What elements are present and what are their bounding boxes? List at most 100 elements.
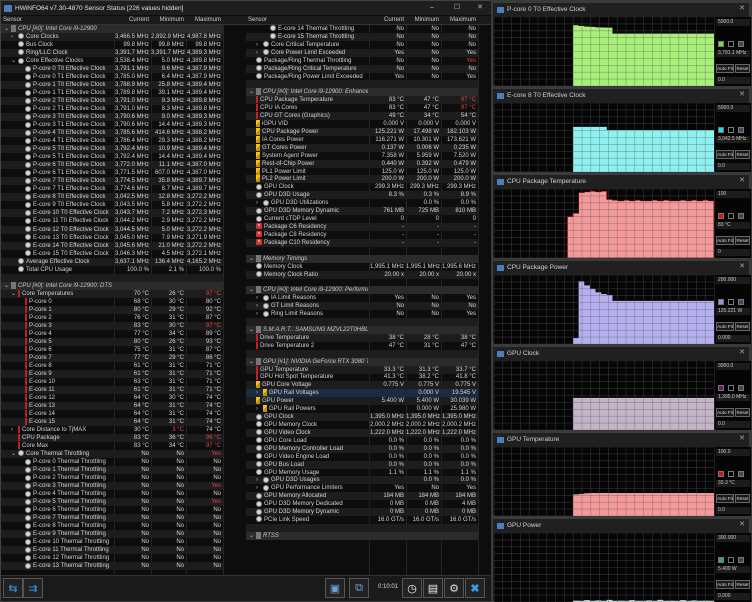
auto-fit-button[interactable]: Auto Fit <box>716 494 734 503</box>
graph-title-bar[interactable]: CPU Package Temperature <box>493 175 749 188</box>
graph-title-bar[interactable]: E-core 8 T0 Effective Clock <box>493 89 749 102</box>
chevron-right-icon[interactable]: › <box>256 311 258 318</box>
sensor-row[interactable]: Current cTDP Level 0 0 0 <box>246 215 478 223</box>
sensor-row[interactable]: E-core 14 T0 Effective Clock 3,045.6 MHz 2… <box>1 241 223 250</box>
chevron-right-icon[interactable]: › <box>11 427 13 434</box>
chevron-right-icon[interactable]: › <box>256 303 258 310</box>
sensor-row[interactable]: Average Effective Clock 3,637.1 MHz 136.4 … <box>1 257 223 266</box>
sensor-row[interactable]: CPU Package Temperature 83 °C 47 °C 97 °C <box>246 96 478 105</box>
sensor-row[interactable]: ⌄ Core Effective Clocks 3,538.4 MHz 5.0 MHz… <box>1 57 223 65</box>
sensor-row[interactable]: P-core 5 T1 Effective Clock 3,792.4 MHz 14… <box>1 153 223 161</box>
sensor-row[interactable]: › GPU Performance Limiters Yes No Yes <box>246 484 478 492</box>
sensor-row[interactable]: CPU GT Cores (Graphics) 49 °C 34 °C 54 °C <box>246 112 478 121</box>
graph-close-button[interactable]: ✕ <box>739 435 745 442</box>
sensor-row[interactable]: P-core 4 Thermal Throttling No No No <box>1 490 223 498</box>
sensor-row[interactable]: P-core 2 Thermal Throttling No No No <box>1 474 223 482</box>
sensor-row[interactable]: P-core 1 T1 Effective Clock 3,789.8 MHz 39… <box>1 89 223 97</box>
scale-max-field[interactable]: 5000.0 <box>716 105 750 112</box>
sensor-row[interactable]: PCIe Link Speed 16.0 GT/s 16.0 GT/s 16.0 GT… <box>246 516 478 524</box>
sensor-row[interactable]: E-core 9 Thermal Throttling No No No <box>1 530 223 539</box>
chevron-down-icon[interactable]: ⌄ <box>4 26 10 33</box>
background-swatch[interactable] <box>728 41 734 47</box>
sensor-row[interactable]: GPU Memory Clock 2,000.2 MHz 2,000.2 MHz 2,… <box>246 421 478 429</box>
sensor-row[interactable]: E-core 10 63 °C 31 °C 71 °C <box>1 377 223 386</box>
sensor-row[interactable]: E-core 8 T0 Effective Clock 3,042.5 MHz 12… <box>1 193 223 202</box>
sensor-row[interactable]: Drive Temperature 2 47 °C 31 °C 47 °C <box>246 341 478 350</box>
graph-window[interactable]: GPU Temperature ✕ 100.0 33.3 °C Auto Fit… <box>492 432 751 516</box>
auto-fit-button[interactable]: Auto Fit <box>716 64 734 73</box>
chevron-down-icon[interactable]: ⌄ <box>249 327 255 334</box>
sensor-group-header[interactable]: ⌄ RTSS <box>246 531 478 540</box>
color-swatch[interactable] <box>718 213 724 219</box>
sensor-row[interactable]: GPU D3D Memory Dynamic 761 MB 725 MB 810 MB <box>246 207 478 216</box>
sensor-row[interactable]: P-core 1 80 °C 29 °C 92 °C <box>1 305 223 314</box>
scale-max-field[interactable]: 300.000 <box>716 535 750 542</box>
scale-min-field[interactable]: 0.0 <box>716 421 750 428</box>
sensor-row[interactable]: GPU D3D Usage 8.3 % 0.3 % 8.9 % <box>246 191 478 200</box>
sensor-row[interactable]: P-core 0 T0 Effective Clock 3,791.1 MHz 9.… <box>1 65 223 74</box>
sensor-row[interactable]: E-core 13 T0 Effective Clock 3,045.0 MHz 7… <box>1 233 223 242</box>
background-swatch[interactable] <box>728 471 734 477</box>
sensor-row[interactable]: P-core 2 T0 Effective Clock 3,791.0 MHz 9.… <box>1 97 223 106</box>
reset-button[interactable]: Reset <box>735 64 750 73</box>
chevron-right-icon[interactable]: › <box>256 295 258 302</box>
minimize-button[interactable]: – <box>430 4 434 11</box>
sensor-row[interactable]: › GT Limit Reasons No No No <box>246 302 478 311</box>
chevron-down-icon[interactable]: ⌄ <box>249 255 255 262</box>
color-swatch[interactable] <box>718 385 724 391</box>
column-current[interactable]: Current <box>128 17 149 23</box>
column-maximum[interactable]: Maximum <box>449 17 476 23</box>
graph-title-bar[interactable]: GPU Temperature <box>493 433 749 446</box>
background-swatch[interactable] <box>728 385 734 391</box>
sensor-row[interactable]: E-core 15 Thermal Throttling No No No <box>246 32 478 41</box>
auto-fit-button[interactable]: Auto Fit <box>716 236 734 245</box>
sensor-row[interactable]: GPU Memory Usage 1.1 % 1.1 % 1.1 % <box>246 468 478 477</box>
chevron-down-icon[interactable]: ⌄ <box>249 89 255 96</box>
scale-min-field[interactable]: 0.000 <box>716 593 750 600</box>
network-icon[interactable]: ▣ <box>325 578 345 598</box>
graph-window[interactable]: E-core 8 T0 Effective Clock ✕ 5000.0 3,0… <box>492 88 751 172</box>
sensor-row[interactable]: Core Max 83 °C 34 °C 97 °C <box>1 442 223 450</box>
sensor-row[interactable]: Ring/LLC Clock 3,391.7 MHz 3,391.7 MHz 4,38… <box>1 49 223 58</box>
auto-fit-button[interactable]: Auto Fit <box>716 150 734 159</box>
sensor-group-header[interactable]: ⌄ CPU [#0]: Intel Core i9-12900 <box>1 25 223 33</box>
sensor-row[interactable]: P-core 4 77 °C 34 °C 89 °C <box>1 329 223 338</box>
clock-icon[interactable]: ◷ <box>402 578 422 598</box>
graph-close-button[interactable]: ✕ <box>739 349 745 356</box>
settings-icon[interactable]: ⚙ <box>444 578 464 598</box>
maximize-button[interactable]: ☐ <box>453 4 461 11</box>
graph-title-bar[interactable]: GPU Clock <box>493 347 749 360</box>
chevron-down-icon[interactable]: ⌄ <box>11 58 17 65</box>
chevron-down-icon[interactable]: ⌄ <box>249 287 255 294</box>
sensor-row[interactable]: PL2 Power Limit 200.0 W 200.0 W 200.0 W <box>246 175 478 184</box>
sensor-row[interactable]: GPU Bus Load 0.0 % 0.0 % 0.0 % <box>246 460 478 469</box>
chevron-right-icon[interactable]: › <box>256 200 258 207</box>
layout-icon[interactable]: ⧉ <box>349 578 369 598</box>
sensor-row[interactable]: P-core 5 Thermal Throttling No No Yes <box>1 498 223 507</box>
scale-max-field[interactable]: 100.0 <box>716 449 750 456</box>
auto-fit-button[interactable]: Auto Fit <box>716 580 734 589</box>
sensor-row[interactable]: GPU Memory Allocated 184 MB 184 MB 184 MB <box>246 492 478 501</box>
sensor-row[interactable]: P-core 3 Thermal Throttling No No Yes <box>1 482 223 491</box>
sensor-row[interactable]: P-core 3 83 °C 30 °C 97 °C <box>1 321 223 330</box>
graph-title-bar[interactable]: P-core 0 T0 Effective Clock <box>493 3 749 16</box>
graph-window[interactable]: GPU Clock ✕ 3000.0 1,395.0 MHz Auto Fit … <box>492 346 751 430</box>
sensor-row[interactable]: Drive Temperature 38 °C 28 °C 38 °C <box>246 333 478 342</box>
sensor-group-header[interactable]: ⌄ CPU [#0]: Intel Core i9-12900: DTS <box>1 281 223 290</box>
sensor-row[interactable]: P-core 5 T0 Effective Clock 3,792.4 MHz 10… <box>1 145 223 154</box>
sensor-row[interactable]: System Agent Power 7.358 W 5.959 W 7.520 W <box>246 151 478 160</box>
grid-swatch[interactable] <box>738 385 744 391</box>
sensor-row[interactable]: ⌄ Core Temperatures 70 °C 26 °C 97 °C <box>1 289 223 298</box>
graph-title-bar[interactable]: GPU Power <box>493 519 749 532</box>
sensor-row[interactable]: P-core 6 T0 Effective Clock 3,772.0 MHz 11… <box>1 161 223 170</box>
graph-close-button[interactable]: ✕ <box>739 263 745 270</box>
sensor-row[interactable]: P-core 4 T0 Effective Clock 3,785.6 MHz 41… <box>1 129 223 138</box>
graph-close-button[interactable]: ✕ <box>739 177 745 184</box>
sensor-row[interactable]: › Core Power Limit Exceeded Yes No Yes <box>246 48 478 57</box>
sensor-row[interactable]: P-core 3 T0 Effective Clock 3,790.6 MHz 9.… <box>1 113 223 122</box>
sensor-row[interactable]: P-core 6 T1 Effective Clock 3,771.5 MHz 60… <box>1 169 223 177</box>
sensor-row[interactable]: Memory Clock 1,995.1 MHz 1,995.1 MHz 1,995.… <box>246 263 478 271</box>
chevron-right-icon[interactable]: › <box>256 390 258 397</box>
sensor-row[interactable]: E-core 13 Thermal Throttling No No No <box>1 562 223 571</box>
sensor-row[interactable]: P-core 6 Thermal Throttling No No No <box>1 506 223 514</box>
